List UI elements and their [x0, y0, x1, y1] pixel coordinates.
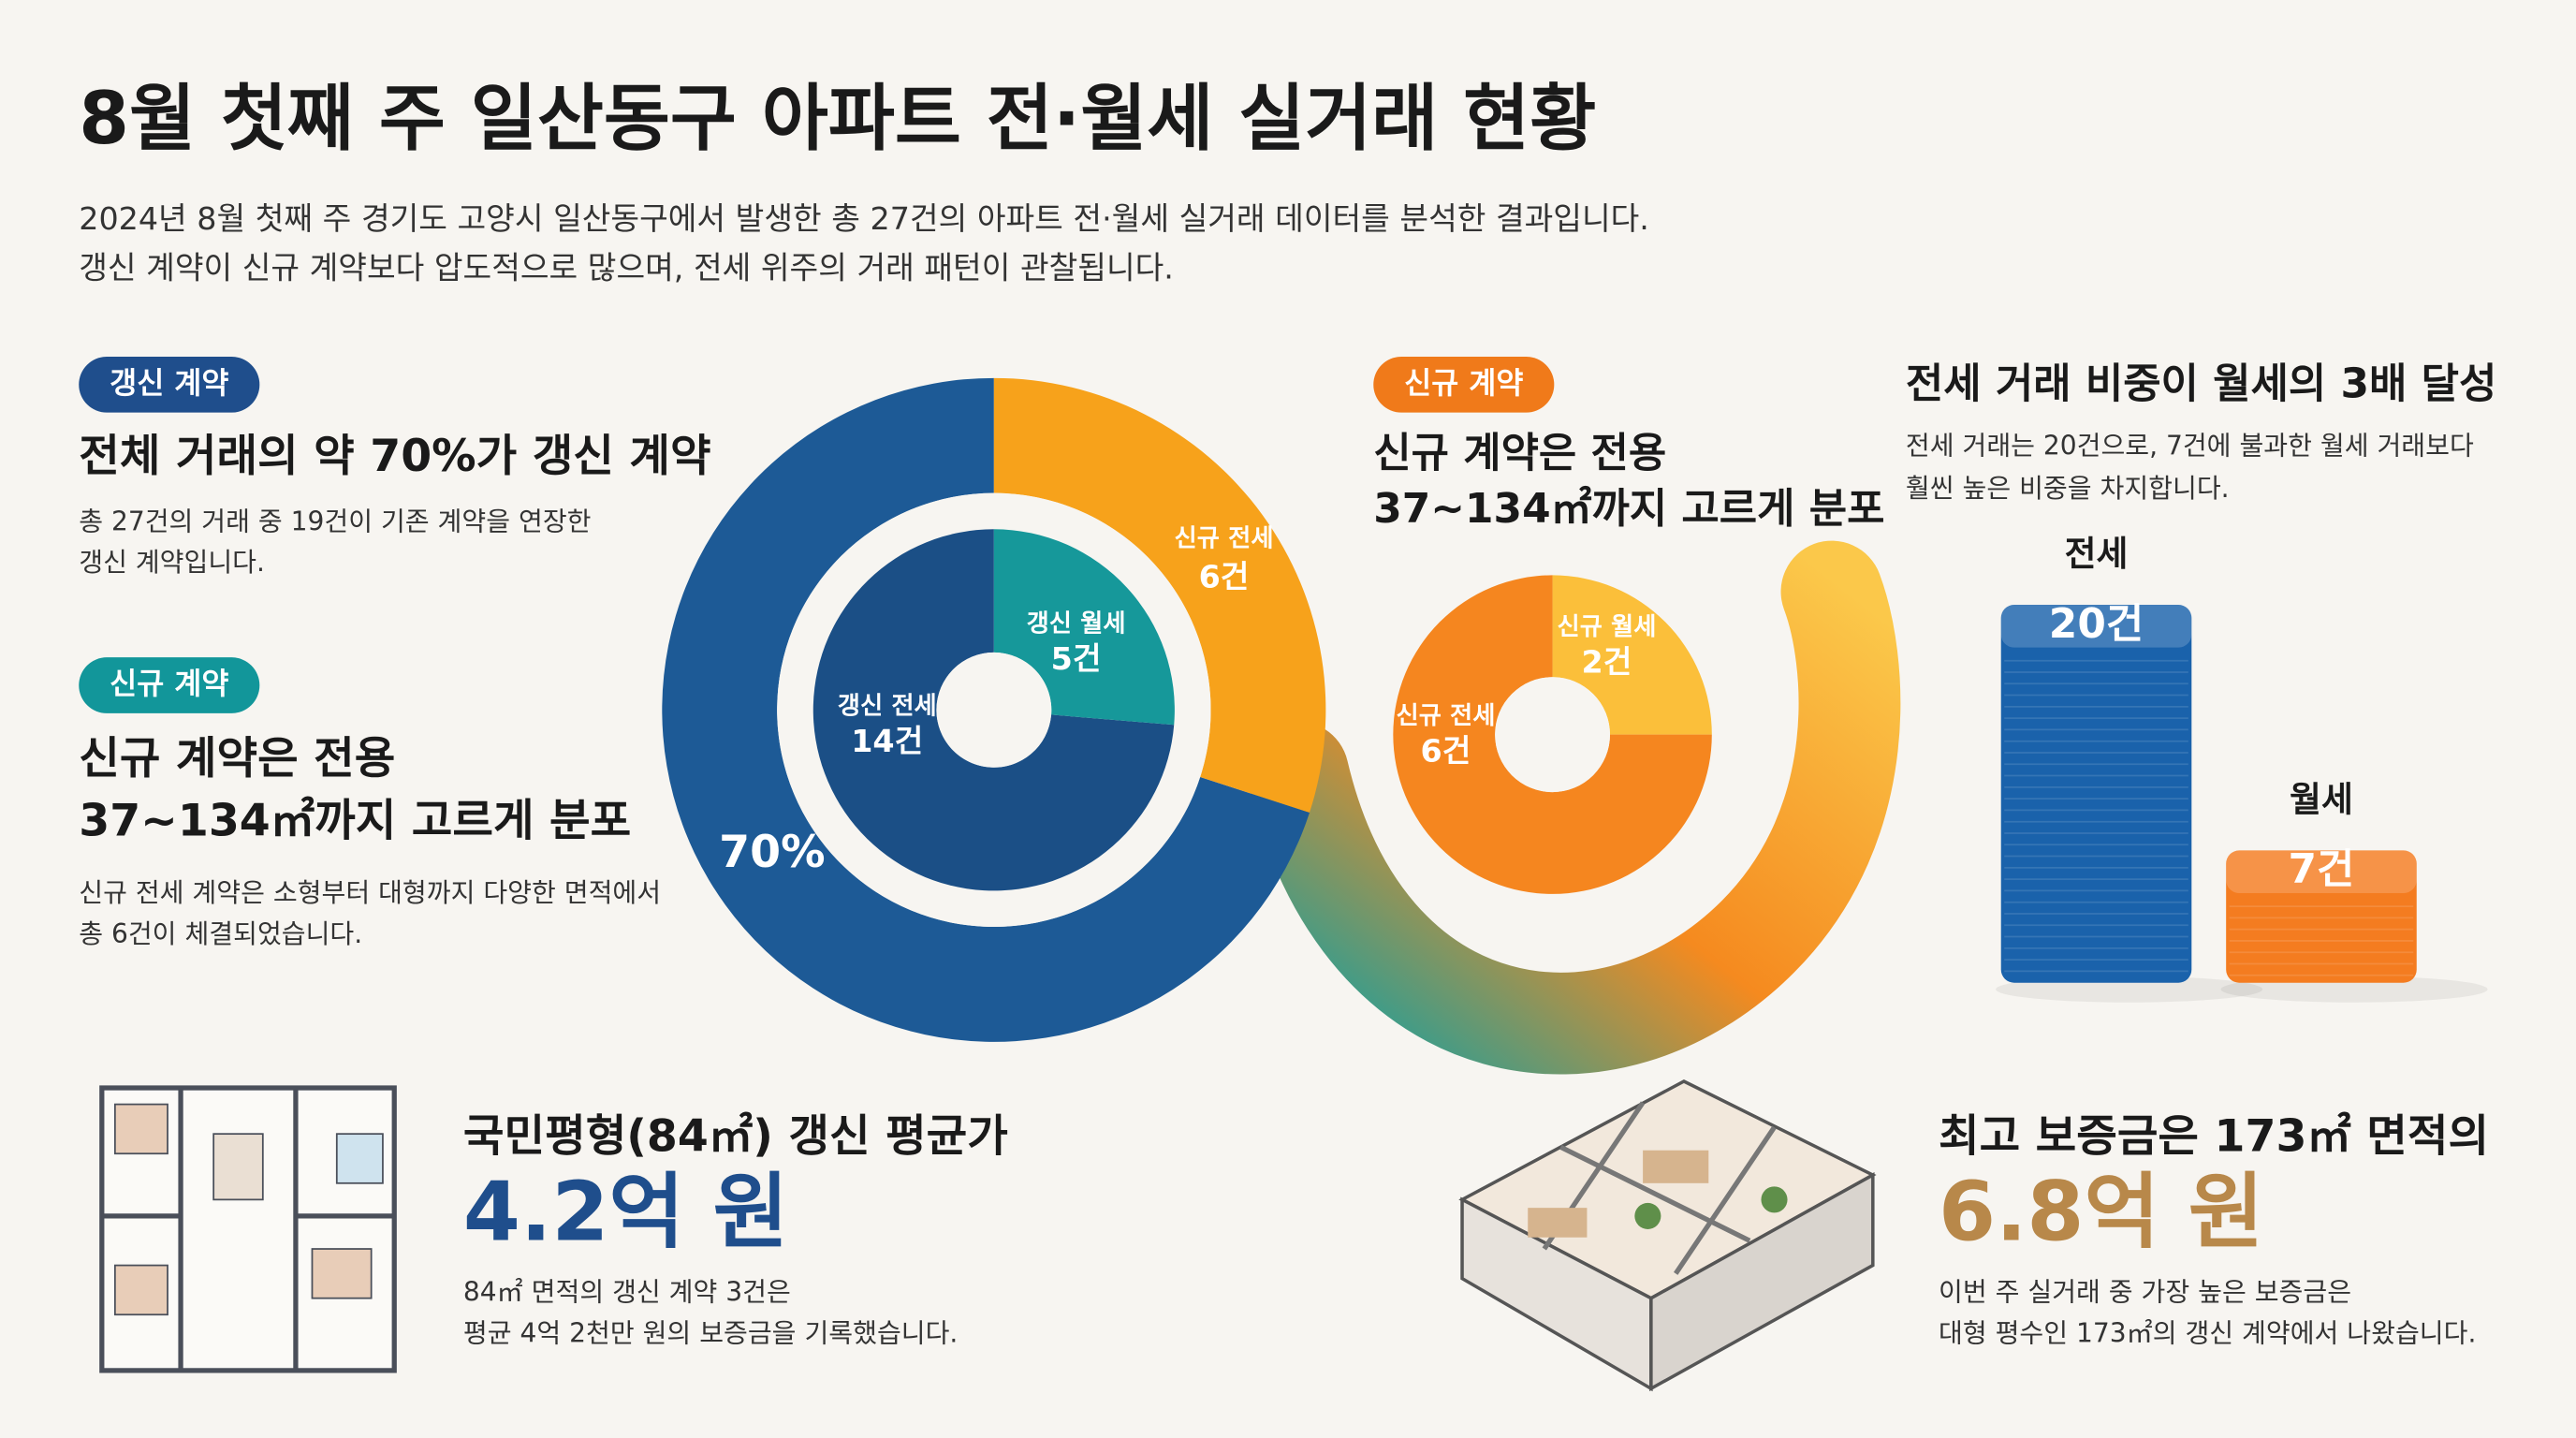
stat-body: 평균 4억 2천만 원의 보증금을 기록했습니다. [463, 1317, 958, 1348]
value-label: 2건 [1582, 644, 1632, 681]
donut-hole [1495, 677, 1610, 793]
card-body: 갱신 계약입니다. [79, 547, 265, 578]
ratio-heading: 전세 거래 비중이 월세의 3배 달성 [1906, 360, 2496, 408]
floor-plan-icon [99, 1085, 397, 1373]
donut-segment [993, 377, 1326, 813]
ratio-body: 전세 거래는 20건으로, 7건에 불과한 월세 거래보다 [1906, 431, 2474, 462]
stat-value: 4.2억 원 [463, 1165, 788, 1260]
bar-top [2000, 605, 2192, 648]
stat-heading: 최고 보증금은 173㎡ 면적의 [1939, 1110, 2489, 1162]
swoosh [1247, 540, 1901, 1075]
card-body: 총 6건이 체결되었습니다. [79, 918, 362, 949]
value-label: 6건 [1421, 732, 1471, 769]
card-heading: 신규 계약은 전용 [79, 733, 395, 785]
stat-body: 이번 주 실거래 중 가장 높은 보증금은 [1939, 1276, 2351, 1307]
card-heading: 전체 거래의 약 70%가 갱신 계약 [79, 431, 710, 482]
card-heading: 37~134㎡까지 고르게 분포 [1373, 485, 1884, 533]
donut-segment [993, 529, 1175, 726]
value-label: 14건 [851, 723, 923, 759]
card-heading: 신규 계약은 전용 [1373, 429, 1666, 477]
donut-segment [662, 377, 1310, 1042]
value-label: 20건 [2049, 600, 2144, 648]
badge [79, 357, 260, 413]
segment-label: 갱신 전세 [838, 692, 937, 720]
stat-body: 84㎡ 면적의 갱신 계약 3건은 [463, 1276, 791, 1307]
card-body: 총 27건의 거래 중 19건이 기존 계약을 연장한 [79, 506, 591, 536]
description: 갱신 계약이 신규 계약보다 압도적으로 많으며, 전세 위주의 거래 패턴이 … [79, 249, 1174, 286]
stat-value: 6.8억 원 [1939, 1165, 2263, 1260]
donut-segment [1393, 575, 1712, 894]
category-label: 전세 [2065, 534, 2129, 574]
value-label: 7건 [2289, 845, 2355, 893]
donut-segment [812, 529, 1175, 891]
bar-top [2226, 850, 2417, 894]
value-label: 5건 [1051, 640, 1102, 677]
stat-body: 대형 평수인 173㎡의 갱신 계약에서 나왔습니다. [1939, 1317, 2476, 1348]
annotation: 신규 전세 [1175, 524, 1274, 552]
card-body: 신규 전세 계약은 소형부터 대형까지 다양한 면적에서 [79, 877, 661, 908]
donut-hole [936, 652, 1052, 768]
segment-label: 갱신 월세 [1027, 610, 1126, 638]
badge-text: 신규 계약 [110, 668, 228, 701]
badge [79, 657, 260, 713]
stat-heading: 국민평형(84㎡) 갱신 평균가 [463, 1110, 1008, 1162]
badge-text: 신규 계약 [1404, 367, 1523, 401]
title: 8월 첫째 주 일산동구 아파트 전·월세 실거래 현황 [79, 77, 1596, 161]
card-heading: 37~134㎡까지 고르게 분포 [79, 795, 631, 846]
bar [2226, 850, 2417, 983]
isometric-plan-icon [1458, 1079, 1877, 1392]
donut-segment [1552, 575, 1712, 735]
category-label: 월세 [2290, 779, 2353, 819]
value-label: 70% [719, 827, 825, 878]
ratio-body: 훨씬 높은 비중을 차지합니다. [1906, 473, 2230, 504]
badge-text: 갱신 계약 [110, 367, 228, 401]
description: 2024년 8월 첫째 주 경기도 고양시 일산동구에서 발생한 총 27건의 … [79, 200, 1649, 237]
segment-label: 신규 월세 [1557, 613, 1656, 641]
annotation: 6건 [1199, 558, 1250, 594]
segment-label: 신규 전세 [1396, 702, 1495, 730]
bar [2000, 605, 2192, 983]
badge [1373, 357, 1555, 413]
